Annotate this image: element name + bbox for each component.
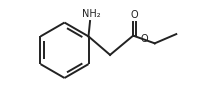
Text: O: O bbox=[140, 34, 148, 44]
Text: NH₂: NH₂ bbox=[81, 10, 100, 20]
Text: O: O bbox=[130, 10, 138, 20]
